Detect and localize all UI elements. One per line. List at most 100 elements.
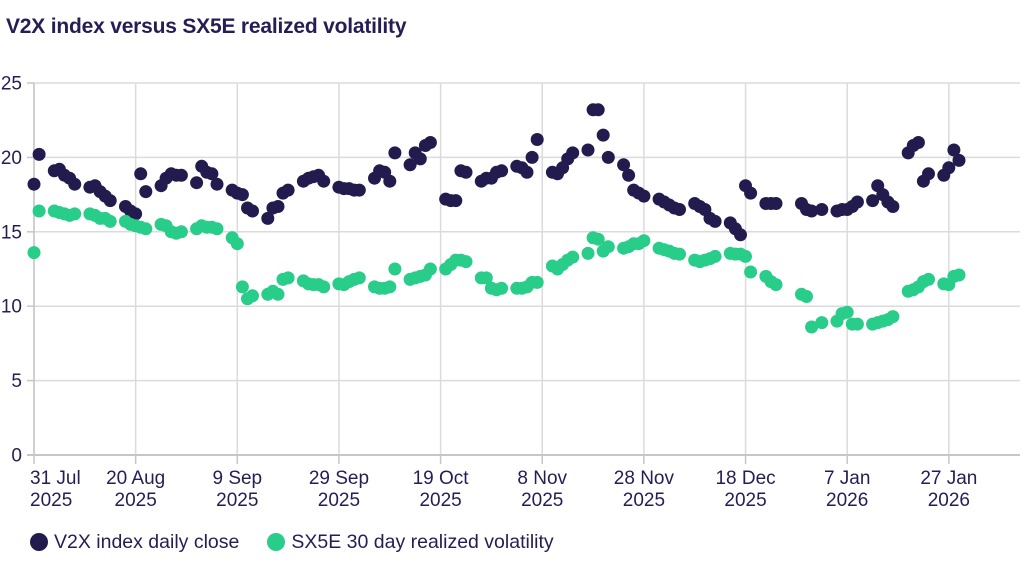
sx5e-dot bbox=[230, 237, 244, 251]
series-v2x-dots bbox=[27, 103, 966, 242]
sx5e-dot bbox=[530, 275, 544, 289]
x-tick-label-date: 19 Oct bbox=[413, 468, 470, 489]
v2x-dot bbox=[850, 195, 864, 209]
v2x-dot bbox=[261, 211, 275, 225]
sx5e-dot bbox=[800, 290, 813, 303]
v2x-dot bbox=[210, 177, 224, 191]
y-tick-label: 20 bbox=[1, 148, 22, 169]
v2x-dot bbox=[947, 143, 961, 157]
sx5e-dot bbox=[281, 271, 295, 285]
x-tick-label-date: 29 Sep bbox=[309, 468, 369, 489]
v2x-dot bbox=[403, 158, 417, 172]
v2x-legend-dot-icon bbox=[30, 533, 48, 551]
sx5e-dot bbox=[815, 316, 829, 330]
v2x-dot bbox=[815, 203, 829, 216]
x-tick-label-date: 8 Nov bbox=[517, 468, 567, 489]
x-tick-label-date: 27 Jan bbox=[920, 468, 977, 489]
sx5e-dot bbox=[744, 265, 758, 279]
v2x-dot bbox=[769, 197, 783, 210]
v2x-dot bbox=[617, 158, 631, 172]
sx5e-dot bbox=[68, 207, 82, 221]
sx5e-dot bbox=[246, 289, 259, 303]
x-tick-label-date: 18 Dec bbox=[715, 468, 775, 489]
v2x-dot bbox=[805, 204, 819, 218]
x-tick-label-year: 2026 bbox=[826, 490, 868, 511]
x-tick-label-date: 31 Jul bbox=[30, 468, 81, 489]
x-tick-label-year: 2025 bbox=[521, 490, 563, 511]
y-tick-label: 15 bbox=[1, 222, 22, 243]
x-tick-label-year: 2025 bbox=[115, 490, 157, 511]
sx5e-dot bbox=[459, 255, 473, 269]
y-gridlines bbox=[27, 82, 1020, 456]
sx5e-dot bbox=[591, 232, 605, 246]
sx5e-dot bbox=[805, 320, 819, 334]
v2x-dot bbox=[246, 204, 259, 218]
v2x-dot bbox=[734, 228, 747, 242]
sx5e-dot bbox=[952, 268, 966, 282]
v2x-dot bbox=[449, 194, 463, 208]
sx5e-dot bbox=[388, 262, 402, 276]
x-tick-label-year: 2025 bbox=[318, 490, 360, 511]
v2x-dot bbox=[388, 146, 402, 160]
sx5e-dot bbox=[673, 247, 686, 261]
v2x-dot bbox=[886, 200, 900, 213]
v2x-dot bbox=[174, 168, 188, 182]
v2x-dot bbox=[525, 150, 539, 164]
v2x-dot bbox=[637, 189, 651, 203]
chart-title: V2X index versus SX5E realized volatilit… bbox=[6, 15, 407, 38]
v2x-dot bbox=[68, 177, 82, 191]
x-gridlines bbox=[33, 83, 950, 464]
x-tick-label-date: 7 Jan bbox=[824, 468, 870, 489]
sx5e-dot bbox=[495, 281, 509, 295]
y-tick-label: 25 bbox=[1, 74, 22, 95]
v2x-dot bbox=[520, 165, 534, 179]
x-tick-label-year: 2026 bbox=[928, 490, 970, 511]
v2x-dot bbox=[134, 167, 148, 181]
v2x-dot bbox=[317, 174, 331, 188]
sx5e-dot bbox=[103, 214, 117, 228]
legend-item-sx5e: SX5E 30 day realized volatility bbox=[267, 531, 554, 553]
sx5e-dot bbox=[317, 280, 331, 294]
sx5e-dot bbox=[922, 272, 935, 286]
sx5e-dot bbox=[139, 222, 153, 236]
sx5e-dot bbox=[235, 280, 249, 294]
v2x-dot bbox=[235, 188, 249, 202]
x-tick-label-date: 20 Aug bbox=[106, 468, 165, 489]
v2x-dot bbox=[32, 147, 46, 161]
v2x-dot bbox=[413, 152, 427, 166]
v2x-dot bbox=[103, 194, 117, 208]
sx5e-dot bbox=[886, 310, 900, 324]
v2x-dot bbox=[281, 183, 295, 197]
y-tick-label: 5 bbox=[11, 371, 22, 392]
x-tick-label-date: 9 Sep bbox=[212, 468, 262, 489]
sx5e-legend-dot-icon bbox=[267, 533, 286, 551]
v2x-dot bbox=[271, 200, 285, 213]
sx5e-dot bbox=[174, 225, 188, 239]
v2x-dot bbox=[591, 103, 605, 117]
sx5e-dot bbox=[708, 249, 722, 263]
v2x-dot bbox=[459, 165, 473, 179]
v2x-dot bbox=[495, 164, 509, 178]
legend: V2X index daily close SX5E 30 day realiz… bbox=[30, 531, 582, 553]
sx5e-dot bbox=[383, 280, 397, 294]
v2x-dot bbox=[601, 150, 615, 164]
v2x-dot bbox=[911, 136, 925, 149]
v2x-dot bbox=[27, 177, 41, 191]
x-tick-label-date: 28 Nov bbox=[614, 468, 675, 489]
v2x-dot bbox=[566, 146, 580, 160]
v2x-dot bbox=[708, 214, 722, 228]
v2x-dot bbox=[352, 183, 366, 197]
sx5e-dot bbox=[739, 249, 752, 263]
sx5e-dot bbox=[352, 271, 366, 285]
sx5e-dot bbox=[271, 287, 285, 301]
v2x-dot bbox=[744, 186, 758, 200]
v2x-dot bbox=[622, 168, 636, 182]
x-tick-label-year: 2025 bbox=[623, 490, 665, 511]
x-tick-label-year: 2025 bbox=[724, 490, 766, 511]
v2x-dot bbox=[866, 194, 880, 208]
y-tick-label: 0 bbox=[11, 446, 22, 467]
v2x-legend-label: V2X index daily close bbox=[54, 531, 240, 553]
sx5e-dot bbox=[769, 278, 783, 292]
